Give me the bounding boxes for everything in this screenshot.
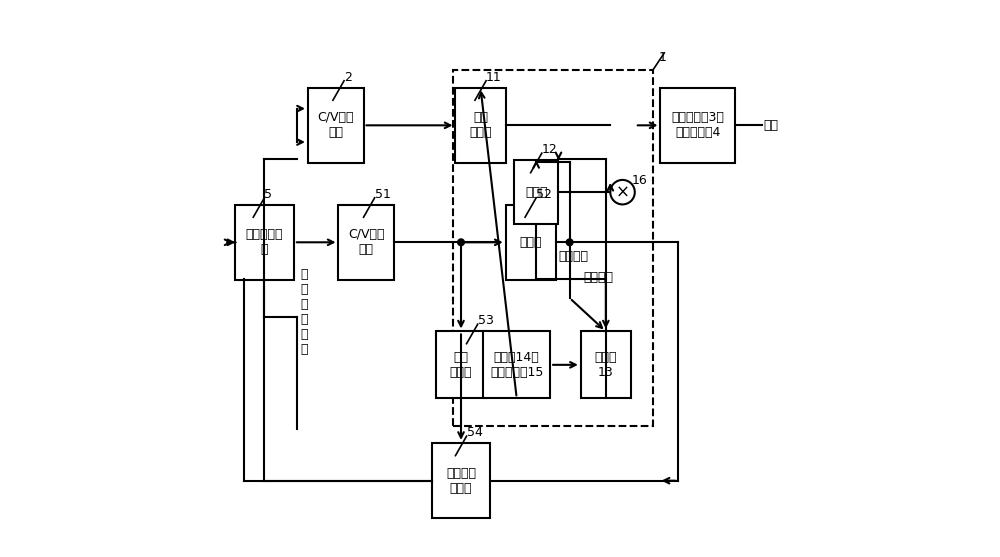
FancyBboxPatch shape: [235, 205, 294, 280]
FancyBboxPatch shape: [483, 331, 550, 398]
Text: 鉴相器
13: 鉴相器 13: [595, 351, 617, 379]
FancyBboxPatch shape: [308, 88, 364, 163]
FancyBboxPatch shape: [660, 88, 735, 163]
Text: C/V转换
电路: C/V转换 电路: [317, 111, 354, 139]
Text: 振动式陀螺
仪: 振动式陀螺 仪: [246, 228, 283, 256]
Text: C/V转换
电路: C/V转换 电路: [348, 228, 385, 256]
Text: 11: 11: [486, 71, 502, 84]
Text: 锁相环: 锁相环: [525, 185, 547, 199]
FancyBboxPatch shape: [514, 160, 558, 224]
FancyBboxPatch shape: [506, 205, 556, 280]
Text: 幅值
检测器: 幅值 检测器: [450, 351, 472, 379]
Text: 锁相环: 锁相环: [519, 236, 542, 249]
Text: 2: 2: [344, 71, 352, 84]
Text: ×: ×: [616, 183, 629, 201]
Text: 正交误差: 正交误差: [584, 271, 614, 284]
Text: 差
分
检
测
信
号: 差 分 检 测 信 号: [300, 268, 308, 356]
Text: 电荷泵14和
环路滤波器15: 电荷泵14和 环路滤波器15: [490, 351, 543, 379]
Circle shape: [566, 239, 573, 246]
Text: 低通滤波器3和
模数转换器4: 低通滤波器3和 模数转换器4: [671, 111, 724, 139]
FancyBboxPatch shape: [436, 331, 486, 398]
Text: 51: 51: [375, 188, 391, 201]
Circle shape: [610, 180, 635, 204]
Text: 输出: 输出: [763, 119, 778, 132]
Text: 16: 16: [631, 174, 647, 187]
Text: 12: 12: [542, 143, 558, 156]
Circle shape: [458, 239, 464, 246]
FancyBboxPatch shape: [455, 88, 506, 163]
Text: 1: 1: [659, 51, 667, 64]
Text: 解调载波: 解调载波: [558, 250, 588, 263]
Text: 5: 5: [264, 188, 272, 201]
Text: 53: 53: [478, 314, 494, 327]
FancyBboxPatch shape: [581, 331, 631, 398]
FancyBboxPatch shape: [432, 443, 490, 518]
Text: 可调
移相器: 可调 移相器: [469, 111, 492, 139]
Bar: [453, 70, 653, 426]
Text: 52: 52: [536, 188, 552, 201]
Text: 可变增益
放大器: 可变增益 放大器: [446, 467, 476, 495]
FancyBboxPatch shape: [338, 205, 394, 280]
Text: 54: 54: [467, 426, 482, 439]
